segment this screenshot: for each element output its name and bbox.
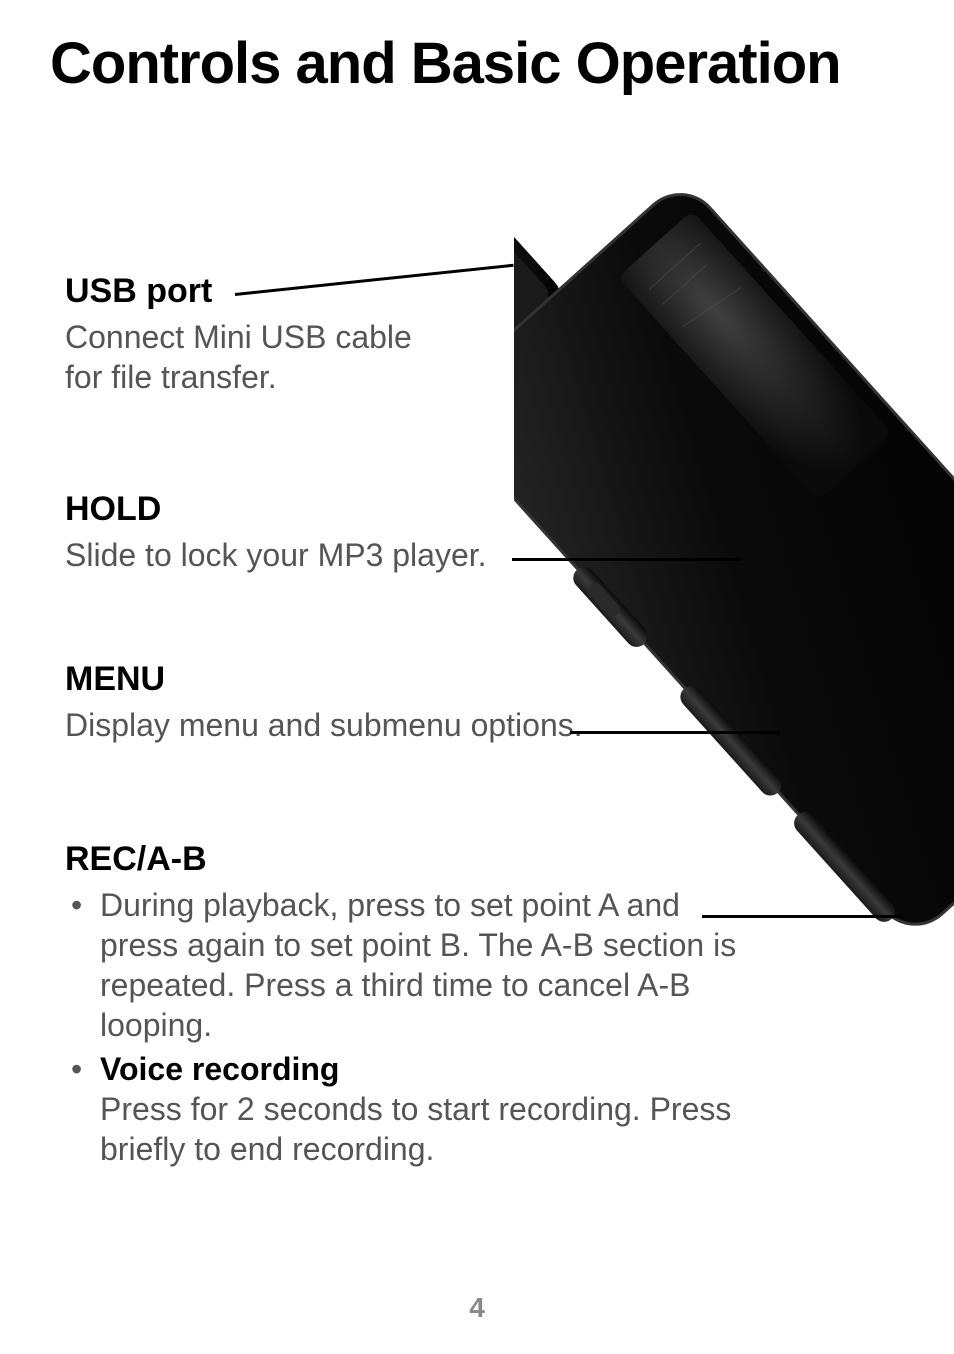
- section-hold: HOLD Slide to lock your MP3 player.: [65, 490, 487, 575]
- text-menu: Display menu and submenu options.: [65, 705, 583, 745]
- heading-menu: MENU: [65, 660, 583, 699]
- page-number: 4: [469, 1292, 485, 1324]
- bullet-rec-2: Voice recording Press for 2 seconds to s…: [65, 1049, 765, 1169]
- leader-line-hold: [512, 558, 742, 561]
- section-rec: REC/A-B During playback, press to set po…: [65, 840, 914, 1173]
- text-usb: Connect Mini USB cable for file transfer…: [65, 317, 435, 397]
- bullet-rec-1: During playback, press to set point A an…: [65, 885, 765, 1045]
- sub-heading-voice: Voice recording: [100, 1051, 339, 1087]
- heading-hold: HOLD: [65, 490, 487, 529]
- heading-rec: REC/A-B: [65, 840, 914, 879]
- leader-line-menu: [570, 731, 780, 734]
- section-menu: MENU Display menu and submenu options.: [65, 660, 583, 745]
- text-hold: Slide to lock your MP3 player.: [65, 535, 487, 575]
- text-voice-recording: Press for 2 seconds to start recording. …: [100, 1091, 731, 1167]
- leader-line-rec: [702, 915, 902, 918]
- page-title: Controls and Basic Operation: [50, 30, 841, 97]
- bullet-list-rec: During playback, press to set point A an…: [65, 885, 914, 1169]
